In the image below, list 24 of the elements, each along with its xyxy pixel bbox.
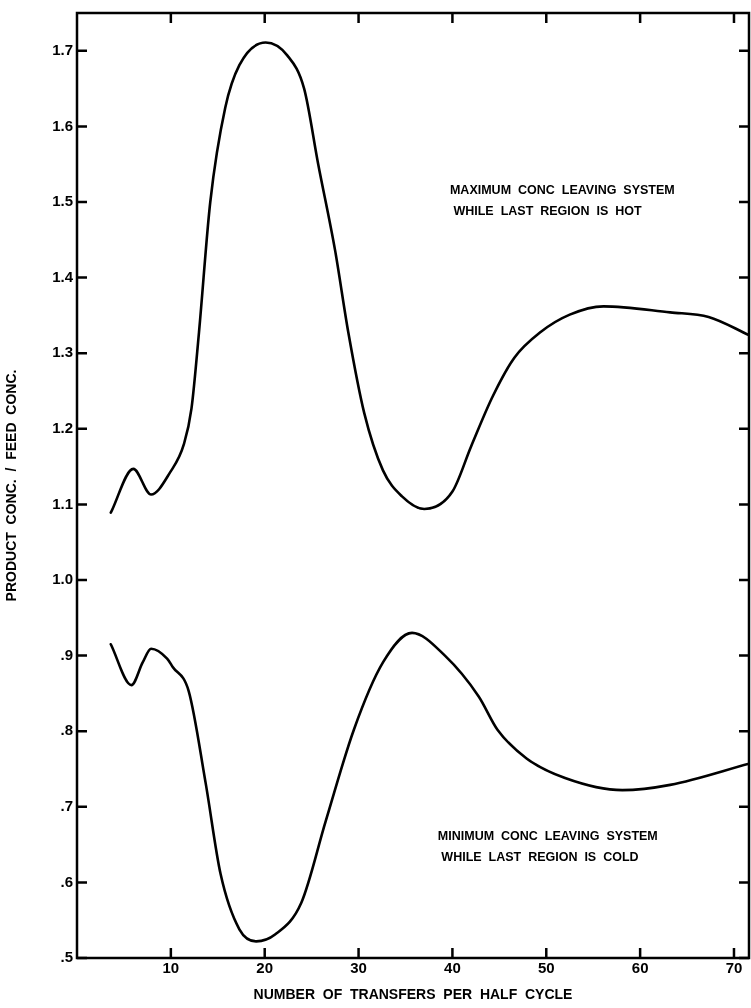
x-tick-label: 40 [444, 959, 461, 977]
y-tick-label: .7 [60, 796, 73, 814]
y-tick-label: 1.5 [52, 192, 73, 210]
y-tick-label: 1.6 [52, 116, 73, 134]
x-tick-label: 50 [537, 959, 555, 977]
y-axis-title: PRODUCT CONC. / FEED CONC. [3, 369, 20, 602]
x-tick-label: 20 [256, 959, 274, 977]
x-tick-label: 30 [350, 959, 367, 977]
y-tick-label: 1.0 [52, 570, 73, 588]
y-tick-label: 1.1 [52, 494, 73, 512]
y-tick-label: .5 [60, 948, 73, 966]
x-tick-label: 60 [631, 959, 649, 977]
y-tick-label: .6 [60, 872, 73, 890]
y-tick-label: 1.3 [52, 343, 73, 361]
annotation: MINIMUM CONC LEAVING SYSTEM WHILE LAST REGION IS COLD [437, 829, 658, 865]
y-tick-label: .8 [60, 721, 73, 739]
x-tick-label: 70 [725, 959, 743, 977]
y-tick-label: 1.4 [52, 267, 74, 285]
y-tick-label: .9 [60, 645, 73, 663]
y-tick-label: 1.2 [52, 418, 73, 436]
annotation: MAXIMUM CONC LEAVING SYSTEM WHILE LAST REGION IS HOT [449, 183, 675, 219]
x-tick-label: 10 [162, 959, 180, 977]
x-axis-title: NUMBER OF TRANSFERS PER HALF CYCLE [253, 986, 573, 1003]
y-tick-label: 1.7 [52, 40, 73, 58]
